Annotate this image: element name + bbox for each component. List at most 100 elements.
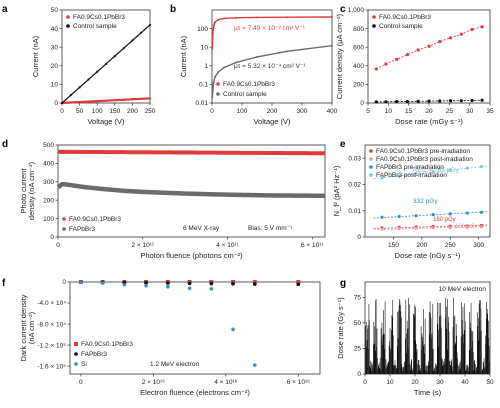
data-point: [122, 98, 125, 101]
data-point: [438, 99, 442, 103]
y-tick-label: 0.01: [348, 208, 361, 215]
x-tick-label: 6 × 10¹¹: [301, 242, 324, 249]
y-tick-label: 400: [353, 63, 364, 70]
panel-letter-b: b: [170, 4, 176, 15]
data-point: [479, 164, 484, 169]
data-point: [104, 62, 108, 66]
y-tick-label: 100: [197, 26, 208, 33]
data-point: [405, 53, 410, 57]
data-point: [448, 99, 453, 103]
data-point: [397, 214, 401, 219]
x-tick-label: 0: [56, 242, 60, 249]
data-point: [100, 281, 105, 285]
y-axis-label: Photo current: [19, 168, 28, 214]
series-line: [211, 45, 333, 98]
x-tick-label: 0: [363, 379, 367, 386]
y-tick-label: 20: [51, 63, 59, 70]
annotation: μτ = 7.49 × 10⁻³ cm² V⁻¹: [234, 25, 306, 32]
data-point: [380, 227, 384, 231]
data-point: [414, 172, 418, 176]
x-axis-label: Time (s): [414, 388, 442, 397]
data-point: [479, 210, 484, 214]
data-point: [140, 97, 143, 100]
y-tick-label: 400: [43, 161, 54, 168]
x-tick-label: 20: [425, 108, 433, 115]
x-tick-label: 30: [466, 108, 474, 115]
data-point: [465, 166, 469, 170]
x-tick-label: 25: [446, 108, 454, 115]
series-line: [376, 26, 483, 70]
data-point: [427, 99, 431, 103]
x-axis-label: Dose rate (nGy s⁻¹): [395, 251, 461, 260]
legend-label: FAPbBr3 pre-irradiation: [376, 164, 444, 171]
y-tick-label: 0: [62, 279, 66, 286]
data-point: [296, 282, 301, 287]
x-tick-label: 15: [405, 108, 413, 115]
x-tick-label: 300: [473, 242, 484, 249]
legend-marker: [216, 92, 220, 96]
data-point: [211, 48, 214, 51]
x-tick-label: 100: [92, 108, 103, 115]
data-point: [384, 100, 388, 104]
y-axis-label: Current (nA): [31, 35, 40, 77]
annotation: Bias: 5 V mm⁻¹: [248, 225, 293, 232]
data-point: [231, 327, 235, 332]
panel-d: 0 2 × 10¹¹ 4 × 10¹¹ 6 × 10¹¹ Photon fluence …: [19, 142, 326, 260]
data-point: [87, 100, 90, 103]
legend-label: FA0.9Cs0.1PbBr3: [223, 81, 275, 88]
x-axis-label: Dose rate (mGy s⁻¹): [395, 117, 463, 126]
data-point: [405, 99, 410, 104]
data-point: [212, 81, 215, 84]
legend-label: FA0.9Cs0.1PbBr3: [379, 14, 431, 21]
y-tick-label: 1,000: [348, 7, 365, 14]
y-axis-label: Current (nA): [179, 35, 188, 77]
y-tick-label: 200: [43, 197, 54, 204]
panel-b: 0 100 200 300 400 Voltage (V) 0.01 0.1 1 10 100 Cur…: [179, 9, 338, 126]
x-tick-label: 250: [445, 242, 456, 249]
legend-marker: [74, 342, 78, 346]
data-point: [144, 280, 148, 285]
data-point: [231, 280, 236, 284]
y-tick-label: 30: [51, 44, 59, 51]
data-point: [416, 48, 420, 52]
x-tick-label: 20: [411, 379, 419, 386]
data-point: [212, 24, 215, 27]
data-point: [286, 50, 288, 53]
legend-label: Control sample: [73, 23, 117, 30]
panel-letter-d: d: [2, 139, 8, 150]
y-tick-label: 0.03: [348, 155, 361, 162]
y-tick-label: 25: [354, 346, 362, 353]
x-tick-label: 10: [386, 379, 394, 386]
data-point: [331, 16, 333, 19]
x-tick-label: 30: [436, 379, 444, 386]
y-tick-label: 10: [51, 82, 59, 89]
plot-frame: [364, 144, 491, 238]
y-tick-label: 100: [43, 216, 54, 223]
data-point: [131, 39, 134, 42]
fit-line: [373, 211, 488, 219]
legend-label: FA0.9Cs0.1PbBr3: [81, 341, 133, 348]
y-tick-label: 1: [204, 63, 208, 70]
data-point: [235, 16, 237, 19]
panel-c: 5 10 15 20 25 30 35 Dose rate (mGy s⁻¹) 0 200 400 6…: [335, 7, 494, 126]
data-point: [414, 214, 418, 218]
annotation: NED = 765 pGy: [413, 167, 459, 174]
data-point: [79, 280, 83, 285]
legend-label: FA0.9Cs0.1PbBr3 post-irradiation: [376, 156, 473, 163]
y-tick-label: 300: [43, 179, 54, 186]
legend-marker: [66, 15, 70, 19]
data-point: [211, 31, 214, 34]
y-tick-label: 50: [354, 320, 362, 327]
data-point: [286, 16, 288, 19]
y-tick-label: 0.01: [195, 100, 208, 107]
series-line: [211, 16, 333, 50]
data-point: [397, 174, 401, 178]
data-point: [431, 170, 435, 174]
data-point: [384, 62, 388, 66]
annotation: 10 MeV electron: [439, 286, 487, 293]
legend-marker: [372, 24, 376, 28]
data-point: [113, 99, 116, 102]
annotation: μτ = 5.32 × 10⁻⁴ cm² V⁻¹: [234, 63, 306, 70]
legend-marker: [369, 149, 373, 153]
data-point: [252, 282, 257, 286]
